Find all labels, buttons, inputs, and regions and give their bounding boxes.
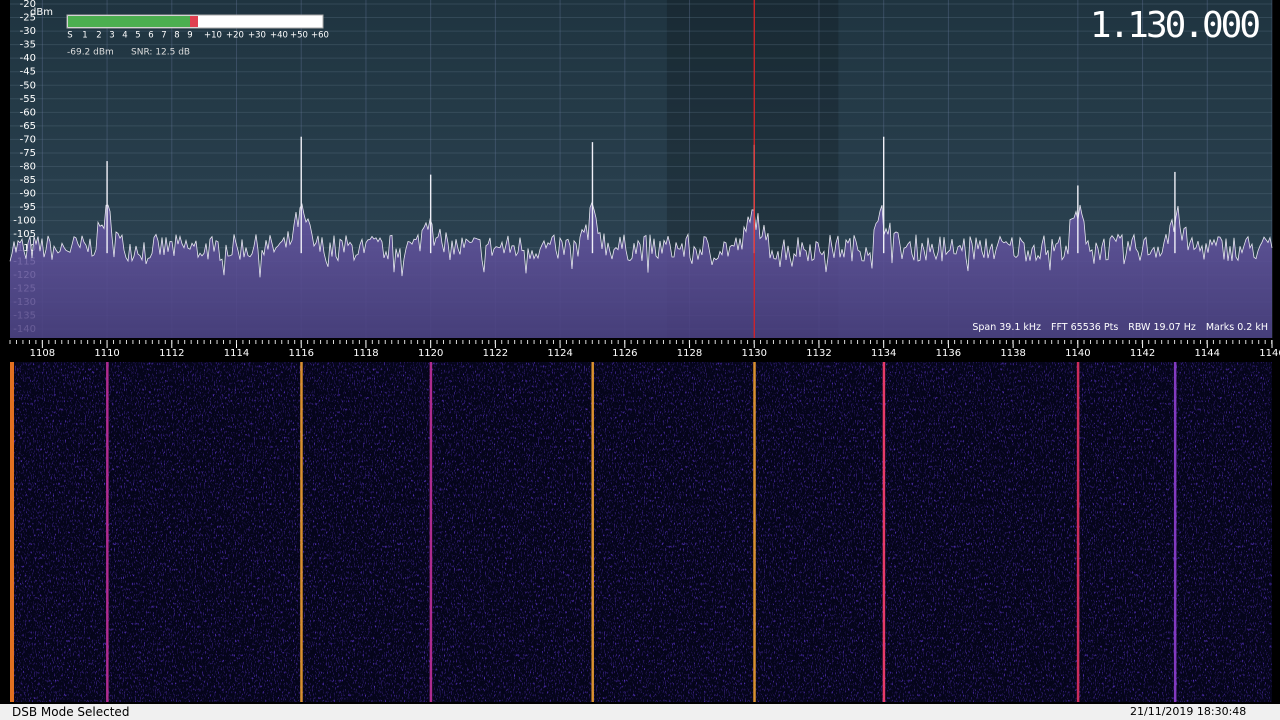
meter-scale-label: +20 xyxy=(226,31,244,41)
y-tick-label: -90 xyxy=(20,189,36,200)
x-tick-label: 1110 xyxy=(94,348,119,359)
frequency-axis xyxy=(0,338,1280,362)
info-line: Span 39.1 kHz FFT 65536 Pts RBW 19.07 Hz Ma… xyxy=(972,322,1268,333)
waterfall-trace xyxy=(1173,362,1177,702)
y-tick-label: -20 xyxy=(20,0,36,10)
waterfall-edge xyxy=(10,362,14,702)
y-tick-label: -60 xyxy=(20,107,36,118)
y-tick-label: -80 xyxy=(20,162,36,173)
meter-scale-label: 4 xyxy=(122,31,127,41)
meter-scale-label: +30 xyxy=(248,31,266,41)
info-item: RBW 19.07 Hz xyxy=(1128,322,1196,333)
x-tick-label: 1122 xyxy=(483,348,508,359)
x-tick-label: 1112 xyxy=(159,348,184,359)
x-tick-label: 1146 xyxy=(1259,348,1280,359)
x-tick-label: 1130 xyxy=(742,348,767,359)
y-tick-label: -110 xyxy=(13,243,36,254)
meter-scale-label: +40 xyxy=(270,31,288,41)
x-tick-label: 1138 xyxy=(1000,348,1025,359)
info-item: Marks 0.2 kH xyxy=(1206,322,1268,333)
status-bar: DSB Mode Selected 21/11/2019 18:30:48 xyxy=(0,704,1280,720)
y-tick-label: -75 xyxy=(20,148,36,159)
meter-snr: SNR: 12.5 dB xyxy=(131,48,190,58)
x-tick-label: 1144 xyxy=(1195,348,1220,359)
y-tick-label: -25 xyxy=(20,13,36,24)
meter-scale-label: 9 xyxy=(187,31,192,41)
waterfall-trace xyxy=(882,362,886,702)
y-tick-label: -85 xyxy=(20,175,36,186)
sdr-display: -20 -25 -30 -35 -40 -45 -50 -55 -60 -65 -70 -75 -80 -… xyxy=(0,0,1280,702)
y-tick-label: -95 xyxy=(20,202,36,213)
y-tick-label: -55 xyxy=(20,94,36,105)
spectrum-noise xyxy=(9,201,1273,278)
x-tick-label: 1114 xyxy=(224,348,249,359)
x-tick-label: 1134 xyxy=(871,348,896,359)
meter-scale-label: 7 xyxy=(161,31,166,41)
meter-scale-label: 6 xyxy=(148,31,153,41)
meter-scale-label: 8 xyxy=(174,31,179,41)
meter-scale-label: +10 xyxy=(204,31,222,41)
y-tick-label: -105 xyxy=(13,229,36,240)
waterfall-trace xyxy=(429,362,433,702)
y-tick-label: -70 xyxy=(20,134,36,145)
mode-status: DSB Mode Selected xyxy=(12,705,130,719)
meter-level: -69.2 dBm xyxy=(67,48,114,58)
waterfall-trace xyxy=(591,362,594,702)
meter-scale-label: 2 xyxy=(96,31,101,41)
waterfall-trace xyxy=(300,362,303,702)
y-tick-label: -50 xyxy=(20,80,36,91)
waterfall-trace xyxy=(1076,362,1080,702)
meter-scale-label: +50 xyxy=(290,31,308,41)
x-tick-label: 1128 xyxy=(677,348,702,359)
meter-scale-label: +60 xyxy=(311,31,329,41)
x-tick-label: 1132 xyxy=(806,348,831,359)
x-tick-label: 1140 xyxy=(1065,348,1090,359)
x-tick-label: 1136 xyxy=(936,348,961,359)
y-tick-label: -30 xyxy=(20,26,36,37)
waterfall-texture xyxy=(10,362,1272,702)
x-tick-label: 1126 xyxy=(612,348,637,359)
x-tick-label: 1108 xyxy=(30,348,55,359)
x-tick-label: 1120 xyxy=(418,348,443,359)
meter-scale-label: 3 xyxy=(109,31,114,41)
x-tick-label: 1118 xyxy=(353,348,378,359)
y-tick-label: -35 xyxy=(20,40,36,51)
datetime: 21/11/2019 18:30:48 xyxy=(1130,705,1247,718)
y-tick-label: -65 xyxy=(20,121,36,132)
meter-scale-label: S xyxy=(67,31,72,41)
x-tick-label: 1116 xyxy=(289,348,314,359)
info-item: FFT 65536 Pts xyxy=(1051,322,1118,333)
spectrum-fill xyxy=(10,202,1272,338)
info-item: Span 39.1 kHz xyxy=(972,322,1041,333)
meter-peak xyxy=(190,16,198,27)
x-tick-label: 1124 xyxy=(547,348,572,359)
x-tick-label: 1142 xyxy=(1130,348,1155,359)
y-tick-label: -100 xyxy=(13,216,36,227)
y-unit: dBm xyxy=(30,7,53,18)
meter-scale-label: 5 xyxy=(135,31,140,41)
meter-scale-label: 1 xyxy=(82,31,87,41)
y-tick-label: -40 xyxy=(20,53,36,64)
waterfall-trace xyxy=(106,362,109,702)
waterfall-trace xyxy=(753,362,756,702)
y-tick-label: -45 xyxy=(20,67,36,78)
meter-fill xyxy=(68,16,190,27)
frequency-display[interactable]: 1.130.000 xyxy=(1090,5,1262,46)
